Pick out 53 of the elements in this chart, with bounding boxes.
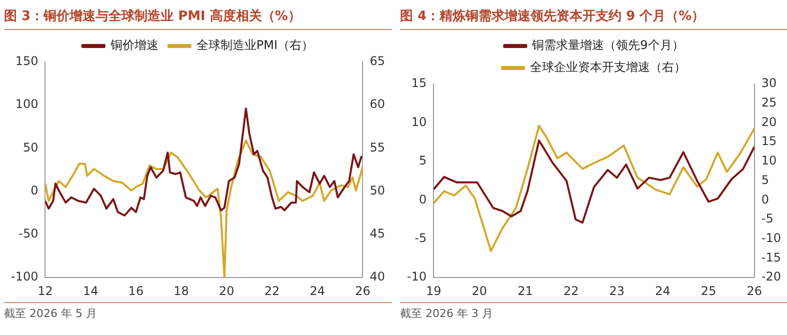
x-tick-label: 26 xyxy=(746,284,762,298)
y2-tick-label: 0 xyxy=(761,192,770,206)
x-tick-label: 16 xyxy=(128,284,144,298)
y2-tick-label: 65 xyxy=(370,54,386,68)
y2-tick-label: 60 xyxy=(370,97,386,112)
legend-label: 全球制造业PMI（右） xyxy=(196,38,314,52)
text: 截至 2026 年 3 月 xyxy=(400,307,493,320)
x-tick-label: 22 xyxy=(563,284,579,298)
x-tick-label: 22 xyxy=(264,284,280,298)
y2-tick-label: 5 xyxy=(761,172,770,187)
y2-tick-label: -5 xyxy=(761,212,774,226)
x-tick-label: 24 xyxy=(655,284,670,298)
y2-tick-label: 30 xyxy=(761,76,777,90)
y-tick-label: 50 xyxy=(22,140,38,154)
y-tick-label: 0 xyxy=(30,183,38,198)
y2-tick-label: 20 xyxy=(761,114,777,129)
x-tick-label: 19 xyxy=(426,284,442,298)
chart-title: 图 3：铜价增速与全球制造业 PMI 高度相关（%） xyxy=(4,4,392,30)
text: 截至 2026 年 5 月 xyxy=(4,307,97,320)
y-tick-label: 10 xyxy=(411,114,427,129)
y2-tick-label: 55 xyxy=(370,140,386,154)
legend-label: 全球企业资本开支增速（右） xyxy=(530,60,686,74)
y-tick-label: -100 xyxy=(11,270,38,284)
x-tick-label: 26 xyxy=(355,284,370,298)
x-tick-label: 23 xyxy=(609,284,625,298)
y2-tick-label: 40 xyxy=(370,270,386,284)
y-tick-label: 5 xyxy=(418,154,427,168)
y-tick-label: -10 xyxy=(406,270,427,284)
legend-label: 铜价增速 xyxy=(109,38,158,52)
y2-tick-label: 45 xyxy=(370,226,386,241)
x-tick-label: 25 xyxy=(700,284,716,298)
y-tick-label: 15 xyxy=(411,76,427,90)
legend-label: 铜需求量增速（领先9个月） xyxy=(531,38,684,52)
y2-tick-label: 15 xyxy=(761,134,777,148)
y-tick-label: -5 xyxy=(414,231,427,246)
y-tick-label: -50 xyxy=(18,226,38,241)
y2-tick-label: -15 xyxy=(761,250,782,264)
x-tick-label: 20 xyxy=(472,284,488,298)
y-tick-label: 150 xyxy=(15,54,38,68)
x-tick-label: 24 xyxy=(310,284,326,298)
x-tick-label: 18 xyxy=(174,284,189,298)
y2-tick-label: -10 xyxy=(761,231,782,246)
chart-title: 图 4：精炼铜需求增速领先资本开支约 9 个月（%） xyxy=(400,4,787,30)
y2-tick-label: 25 xyxy=(761,95,777,110)
x-tick-label: 20 xyxy=(219,284,234,298)
y2-tick-label: 50 xyxy=(370,183,386,198)
y2-tick-label: -20 xyxy=(761,270,782,284)
x-tick-label: 21 xyxy=(518,284,533,298)
x-tick-label: 12 xyxy=(38,284,53,298)
y2-tick-label: 10 xyxy=(761,154,777,168)
y-tick-label: 100 xyxy=(15,97,38,112)
y-tick-label: 0 xyxy=(418,192,427,206)
x-tick-label: 14 xyxy=(82,284,98,298)
